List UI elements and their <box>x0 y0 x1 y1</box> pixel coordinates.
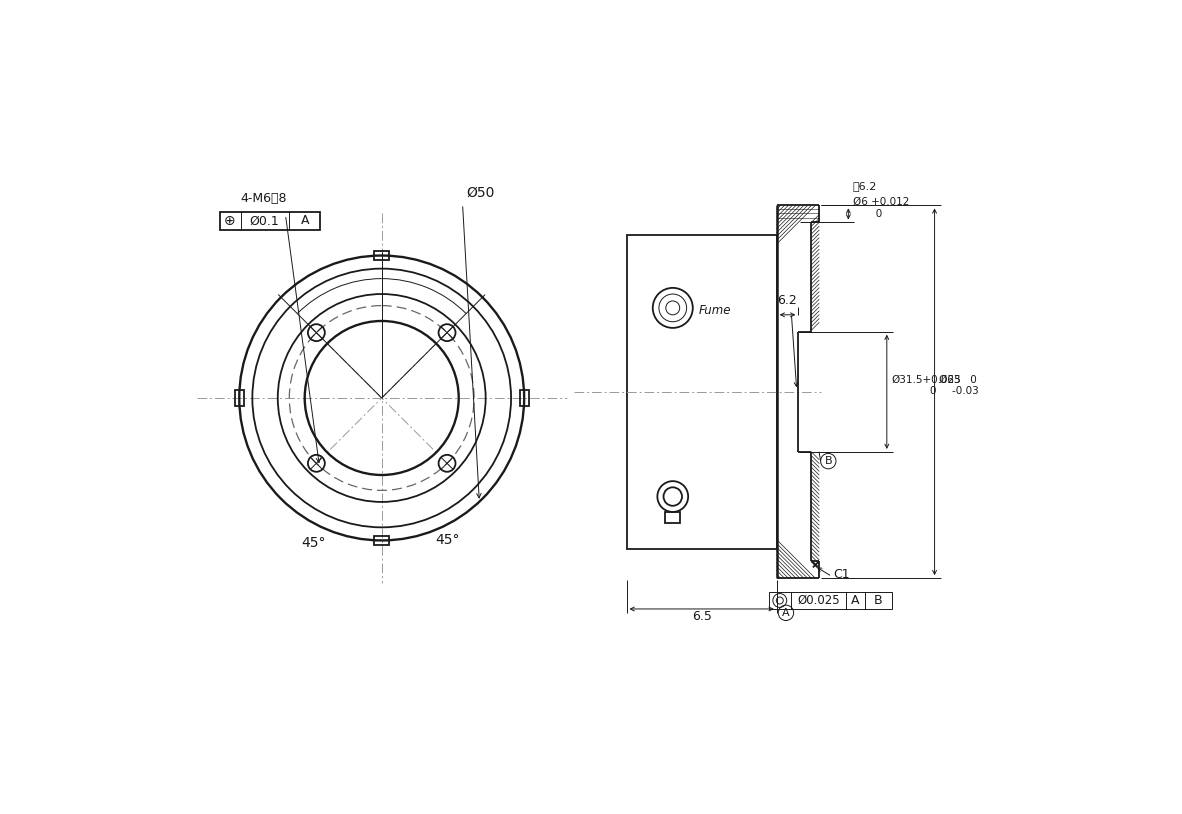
Bar <box>235 390 243 405</box>
Text: C1: C1 <box>833 568 850 581</box>
Bar <box>374 251 389 260</box>
Text: 6.2: 6.2 <box>778 294 798 307</box>
Bar <box>520 390 528 405</box>
Text: 6.5: 6.5 <box>691 610 712 623</box>
Text: Ø31.5+0.025
            0: Ø31.5+0.025 0 <box>891 375 961 396</box>
Text: B: B <box>825 456 832 466</box>
Text: Ø63   0
    -0.03: Ø63 0 -0.03 <box>940 375 979 396</box>
Text: ⊕: ⊕ <box>225 214 236 228</box>
Text: B: B <box>873 594 883 607</box>
Text: Ø0.1: Ø0.1 <box>249 214 279 227</box>
Text: Fume: Fume <box>699 304 732 317</box>
Bar <box>220 212 320 230</box>
Bar <box>626 234 777 549</box>
Text: Ø0.025: Ø0.025 <box>797 594 839 607</box>
Bar <box>665 512 681 523</box>
Text: A: A <box>782 608 790 618</box>
Text: A: A <box>851 594 859 607</box>
Text: 45°: 45° <box>435 533 460 548</box>
Text: 深6.2: 深6.2 <box>853 181 877 190</box>
Text: A: A <box>300 214 309 227</box>
Text: Ø6 +0.012
       0: Ø6 +0.012 0 <box>853 197 909 219</box>
Text: Ø50: Ø50 <box>467 186 495 200</box>
Bar <box>374 536 389 545</box>
Bar <box>769 592 892 609</box>
Text: 45°: 45° <box>301 536 326 549</box>
Text: 4-M6深8: 4-M6深8 <box>241 192 287 205</box>
